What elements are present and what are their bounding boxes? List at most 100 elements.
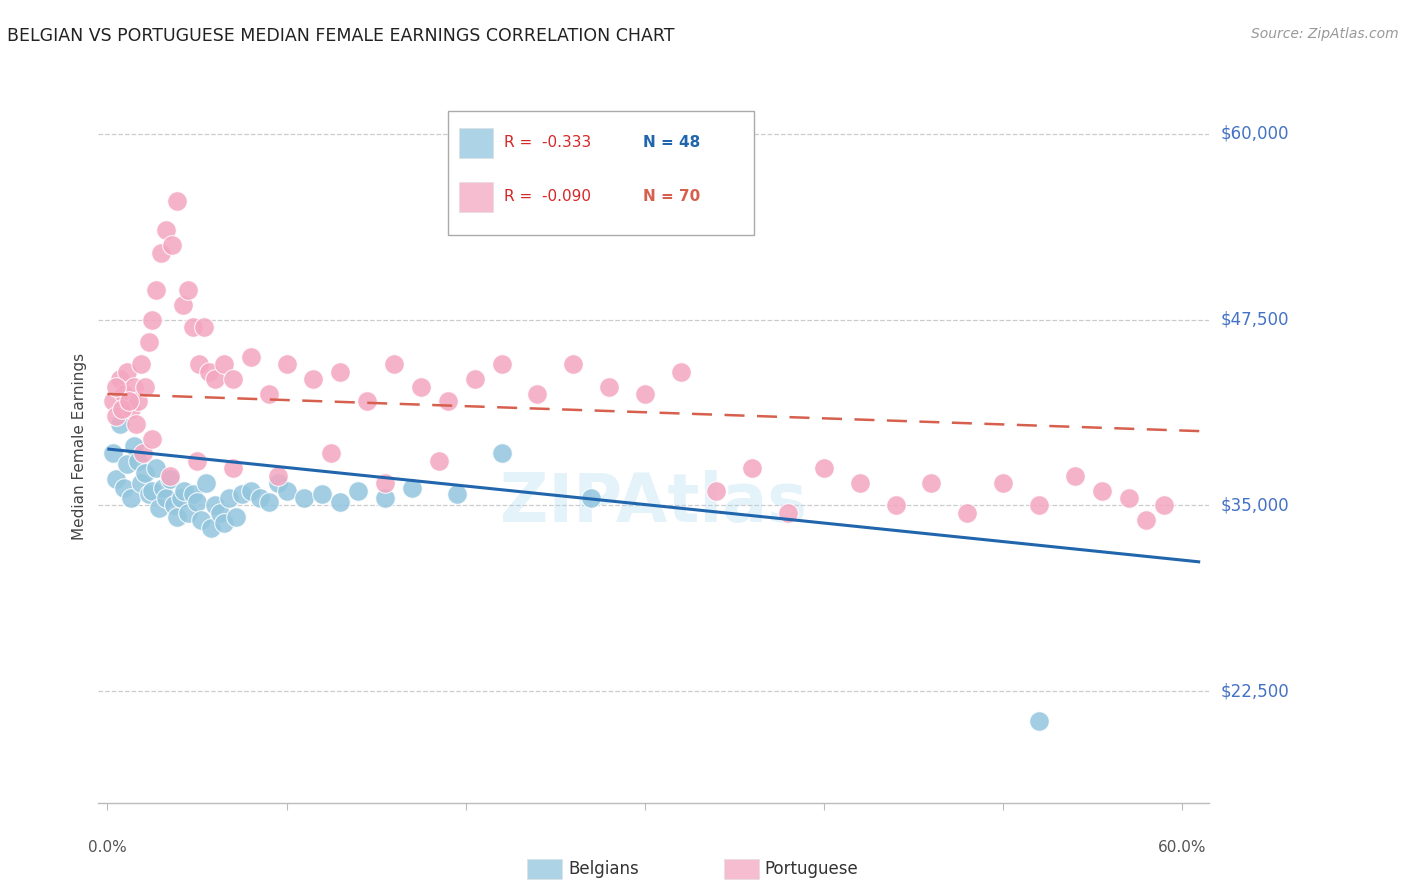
Point bbox=[160, 238, 183, 252]
Point bbox=[190, 513, 212, 527]
Point bbox=[218, 491, 240, 505]
Point bbox=[741, 461, 763, 475]
Point bbox=[382, 357, 405, 371]
Point bbox=[138, 486, 160, 500]
Point bbox=[152, 481, 174, 495]
Point bbox=[1028, 714, 1050, 728]
Point bbox=[166, 510, 188, 524]
Text: $60,000: $60,000 bbox=[1220, 125, 1289, 143]
Point bbox=[1063, 468, 1085, 483]
Point bbox=[155, 491, 177, 505]
Point bbox=[198, 365, 221, 379]
Point bbox=[177, 283, 200, 297]
Point bbox=[131, 476, 153, 491]
Point bbox=[401, 481, 423, 495]
Point bbox=[120, 491, 142, 505]
Point bbox=[598, 379, 620, 393]
Point bbox=[108, 372, 131, 386]
Point bbox=[884, 499, 907, 513]
Point bbox=[347, 483, 370, 498]
Point bbox=[150, 245, 173, 260]
Point bbox=[141, 483, 163, 498]
Point bbox=[991, 476, 1014, 491]
Text: Source: ZipAtlas.com: Source: ZipAtlas.com bbox=[1251, 27, 1399, 41]
Point bbox=[115, 457, 138, 471]
Point bbox=[302, 372, 325, 386]
Point bbox=[134, 466, 156, 480]
Point bbox=[491, 446, 513, 460]
Point bbox=[257, 387, 280, 401]
Point bbox=[706, 483, 728, 498]
Text: R =  -0.333: R = -0.333 bbox=[503, 136, 591, 150]
Point bbox=[311, 486, 333, 500]
Text: R =  -0.090: R = -0.090 bbox=[503, 189, 591, 203]
Point bbox=[105, 409, 128, 424]
Point bbox=[120, 401, 142, 416]
Point bbox=[194, 476, 217, 491]
Point bbox=[200, 521, 222, 535]
Point bbox=[276, 483, 298, 498]
Point bbox=[170, 491, 193, 505]
FancyBboxPatch shape bbox=[460, 182, 492, 212]
Point bbox=[956, 506, 979, 520]
Point bbox=[921, 476, 943, 491]
FancyBboxPatch shape bbox=[449, 111, 754, 235]
Point bbox=[204, 499, 226, 513]
Point bbox=[427, 454, 450, 468]
Point bbox=[225, 510, 247, 524]
Point bbox=[132, 446, 155, 460]
Text: $47,500: $47,500 bbox=[1220, 310, 1289, 328]
Point bbox=[329, 495, 352, 509]
Point bbox=[177, 506, 200, 520]
Point bbox=[579, 491, 602, 505]
Point bbox=[778, 506, 800, 520]
Point bbox=[374, 491, 396, 505]
Point bbox=[231, 486, 253, 500]
Point bbox=[813, 461, 835, 475]
Point bbox=[141, 312, 163, 326]
Text: N = 70: N = 70 bbox=[643, 189, 700, 203]
Point bbox=[266, 476, 288, 491]
Point bbox=[222, 372, 245, 386]
Point bbox=[249, 491, 271, 505]
Point bbox=[409, 379, 432, 393]
Point bbox=[212, 516, 235, 531]
Point bbox=[159, 472, 181, 486]
Point bbox=[134, 379, 156, 393]
Point bbox=[108, 417, 131, 431]
Point bbox=[276, 357, 298, 371]
Point bbox=[173, 483, 195, 498]
Point bbox=[239, 350, 262, 364]
Point bbox=[193, 320, 215, 334]
Text: $22,500: $22,500 bbox=[1220, 682, 1289, 700]
Point bbox=[1118, 491, 1140, 505]
Point bbox=[112, 387, 135, 401]
Point bbox=[101, 446, 124, 460]
Point bbox=[183, 320, 205, 334]
Point bbox=[186, 495, 208, 509]
FancyBboxPatch shape bbox=[460, 128, 492, 159]
Point bbox=[122, 439, 145, 453]
Point bbox=[491, 357, 513, 371]
Point bbox=[1153, 499, 1175, 513]
Point bbox=[172, 298, 194, 312]
Point bbox=[239, 483, 262, 498]
Point bbox=[145, 461, 167, 475]
Point bbox=[1028, 499, 1050, 513]
Text: $35,000: $35,000 bbox=[1220, 497, 1289, 515]
Point bbox=[562, 357, 585, 371]
Point bbox=[446, 486, 468, 500]
Point bbox=[222, 461, 245, 475]
Point bbox=[101, 394, 124, 409]
Point bbox=[166, 194, 188, 208]
Point bbox=[321, 446, 343, 460]
Point bbox=[634, 387, 657, 401]
Point bbox=[212, 357, 235, 371]
Point bbox=[138, 334, 160, 349]
Point bbox=[329, 365, 352, 379]
Text: Belgians: Belgians bbox=[568, 860, 638, 878]
Y-axis label: Median Female Earnings: Median Female Earnings bbox=[72, 352, 87, 540]
Point bbox=[849, 476, 872, 491]
Point bbox=[105, 472, 128, 486]
Point bbox=[163, 499, 186, 513]
